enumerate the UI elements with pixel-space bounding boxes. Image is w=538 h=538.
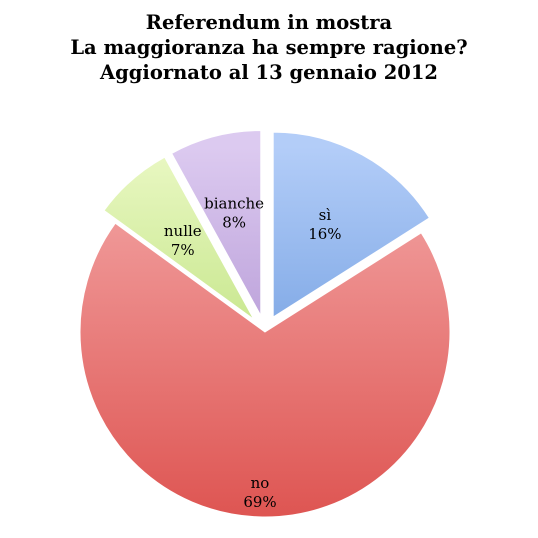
pie-slice-2 [103,156,255,320]
chart-title: Referendum in mostra La maggioranza ha s… [0,10,538,85]
chart-title-line-2: La maggioranza ha sempre ragione? [70,36,468,59]
pie-slices [79,130,451,518]
slice-name-label-3: bianche [204,195,264,213]
pie-slice-1 [79,222,451,518]
chart-title-line-1: Referendum in mostra [145,11,393,34]
slice-value-label-0: 16% [308,225,341,243]
slice-name-label-0: sì [319,206,332,224]
slice-name-label-1: no [251,474,270,492]
pie-slice-0 [272,131,431,319]
pie-slice-3 [170,130,262,316]
slice-value-label-3: 8% [222,214,246,232]
slice-value-label-2: 7% [171,241,195,259]
chart-title-line-3: Aggiornato al 13 gennaio 2012 [100,61,438,84]
slice-name-label-2: nulle [164,222,202,240]
slice-value-label-1: 69% [243,493,276,511]
